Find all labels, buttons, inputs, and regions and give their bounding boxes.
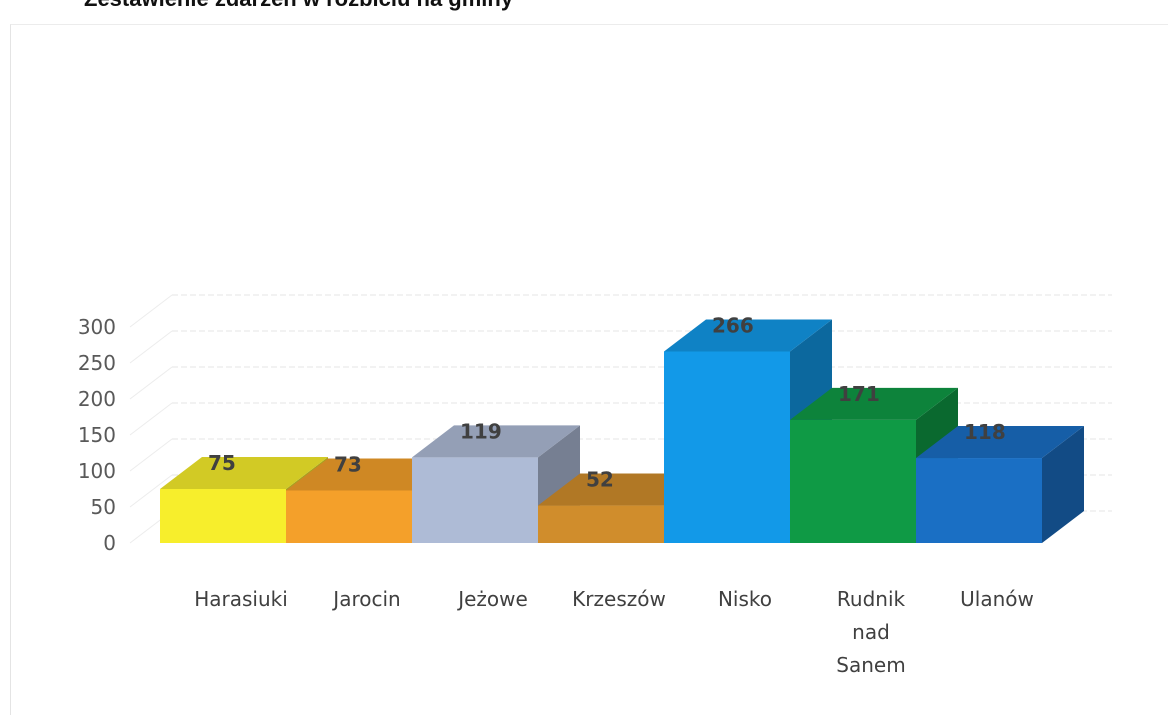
x-tick-label: Jarocin [331, 587, 400, 611]
value-labels: 75 73 119 52 266 171 118 [208, 313, 1006, 491]
bar-front [538, 505, 664, 543]
x-axis: Harasiuki Jarocin Jeżowe Krzeszów Nisko Rudni… [194, 587, 1034, 677]
bar-front [664, 351, 790, 543]
y-tick-label: 0 [103, 531, 116, 555]
bar-front [160, 489, 286, 543]
y-tick-label: 200 [78, 387, 116, 411]
y-axis: 0 50 100 150 200 250 300 [78, 315, 116, 555]
bar-front [790, 419, 916, 543]
x-tick-label: nad [852, 620, 890, 644]
gridline-depth [129, 402, 173, 436]
y-tick-label: 100 [78, 459, 116, 483]
bar-front [412, 457, 538, 543]
data-label: 118 [964, 420, 1006, 444]
bar-top [664, 319, 832, 352]
data-label: 73 [334, 452, 362, 476]
gridline-depth [129, 330, 173, 364]
bar-top [916, 426, 1084, 459]
bar-side [1042, 426, 1084, 543]
bars [160, 319, 1084, 543]
data-label: 266 [712, 313, 754, 337]
gridline-depth [129, 294, 173, 328]
bar [916, 426, 1084, 543]
chart-title: Zestawienie zdarzeń w rozbiciu na gminy [84, 0, 513, 12]
chart-frame [10, 24, 1168, 715]
data-label: 52 [586, 468, 614, 492]
x-tick-label: Harasiuki [194, 587, 288, 611]
y-tick-label: 300 [78, 315, 116, 339]
bar-front [916, 458, 1042, 543]
x-tick-label: Rudnik [837, 587, 906, 611]
gridline-depth [129, 438, 173, 472]
bar [412, 425, 580, 543]
data-label: 75 [208, 451, 236, 475]
y-tick-label: 250 [78, 351, 116, 375]
y-tick-label: 150 [78, 423, 116, 447]
x-tick-label: Sanem [836, 653, 905, 677]
bar-top [160, 457, 328, 489]
data-label: 119 [460, 419, 502, 443]
x-tick-label: Jeżowe [456, 587, 528, 611]
gridline-depth [129, 366, 173, 400]
bar-front [286, 490, 412, 543]
x-tick-label: Nisko [718, 587, 772, 611]
y-tick-label: 50 [91, 495, 116, 519]
x-tick-label: Ulanów [960, 587, 1034, 611]
gridline-depth [129, 474, 173, 508]
x-tick-label: Krzeszów [572, 587, 666, 611]
bar-top [790, 387, 958, 420]
bar-top [412, 425, 580, 458]
data-label: 171 [838, 382, 880, 406]
